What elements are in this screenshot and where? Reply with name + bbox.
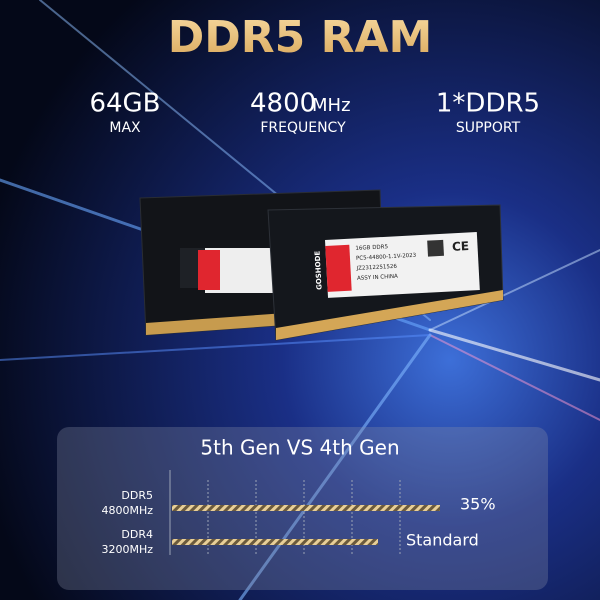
spec-label: FREQUENCY [260, 120, 346, 136]
spec-value: 1*DDR5 [436, 89, 540, 119]
row-speed: 4800MHz [101, 504, 153, 517]
title: DDR5 RAM [168, 12, 433, 63]
spec-value: 4800 [250, 89, 316, 119]
sticker-red [198, 250, 220, 290]
sticker-line: PC5-44800-1.1V-2023 [356, 253, 417, 262]
comparison-title: 5th Gen VS 4th Gen [200, 436, 399, 460]
spec-unit: MHz [312, 95, 351, 116]
sticker-red [325, 244, 352, 292]
ddr5-bar [172, 505, 440, 511]
row-result: 35% [460, 495, 496, 514]
sticker-line: ASSY IN CHINA [357, 274, 398, 282]
spec-label: MAX [109, 120, 141, 136]
qr-code [427, 239, 444, 257]
guide-lines [169, 470, 401, 555]
ram-module-front: GOSHODE 16GB DDR5 PC5-44800-1.1V-2023 JZ… [267, 204, 504, 341]
sticker-group: GOSHODE 16GB DDR5 PC5-44800-1.1V-2023 JZ… [314, 232, 480, 298]
sticker-line: 16GB DDR5 [355, 244, 388, 252]
spec-label: SUPPORT [456, 120, 521, 136]
spec-value: 64GB [89, 89, 160, 119]
ce-mark: CE [452, 239, 470, 254]
row-name: DDR5 [121, 489, 153, 502]
brand: GOSHODE [314, 250, 324, 290]
sticker-line: JZ2312251526 [355, 264, 397, 272]
row-speed: 3200MHz [101, 543, 153, 556]
row-result: Standard [406, 531, 479, 550]
row-name: DDR4 [121, 528, 153, 541]
ddr4-bar [172, 539, 378, 545]
